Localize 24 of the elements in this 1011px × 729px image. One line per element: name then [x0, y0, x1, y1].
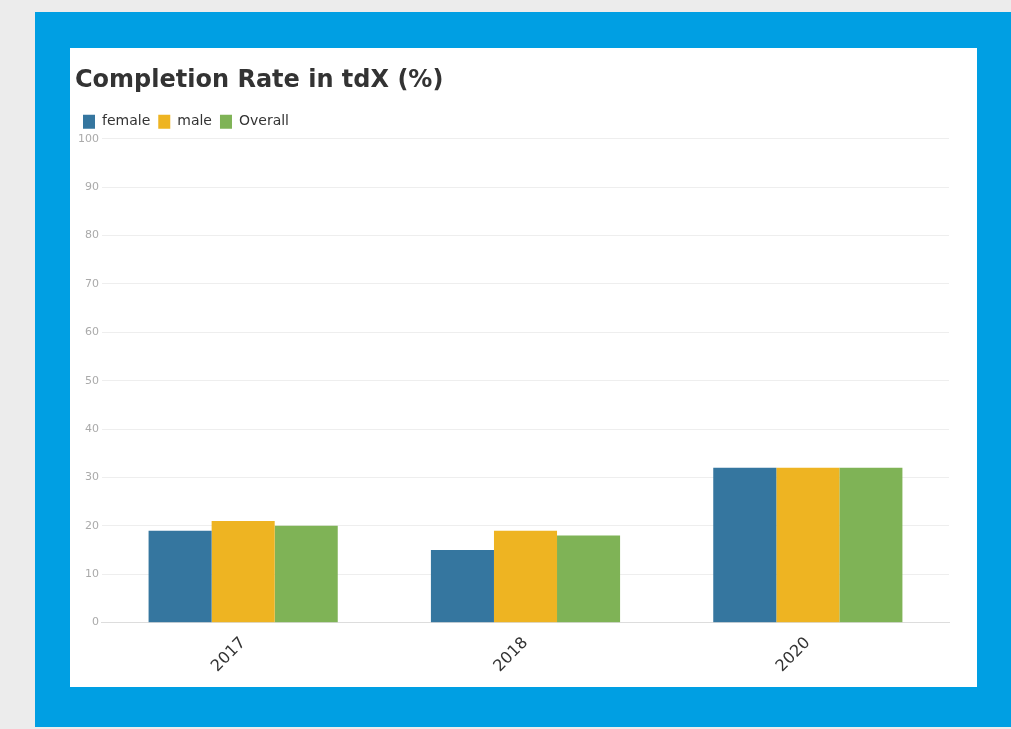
bar [557, 535, 621, 623]
bar [493, 530, 558, 623]
legend-label: Overall [238, 112, 290, 129]
y-tick-label: 20 [85, 518, 99, 532]
bar [211, 521, 275, 623]
bar [776, 467, 840, 623]
legend-label: male [177, 112, 212, 129]
y-tick-label: 60 [85, 325, 99, 339]
legend-label: female [102, 112, 151, 129]
y-tick-label: 90 [85, 180, 99, 194]
y-tick-label: 80 [85, 228, 99, 242]
bar [839, 467, 903, 623]
y-tick-label: 40 [85, 421, 99, 435]
y-tick-label: 70 [85, 276, 99, 290]
y-tick-label: 30 [85, 470, 99, 484]
bar [148, 530, 212, 623]
bar [274, 525, 338, 623]
y-tick-label: 100 [78, 131, 99, 145]
chart-title: Completion Rate in tdX (%) [75, 64, 444, 93]
y-tick-label: 50 [85, 373, 99, 387]
y-tick-label: 0 [92, 615, 99, 629]
y-tick-label: 10 [85, 567, 99, 581]
bar [713, 467, 777, 623]
bar [430, 550, 494, 623]
